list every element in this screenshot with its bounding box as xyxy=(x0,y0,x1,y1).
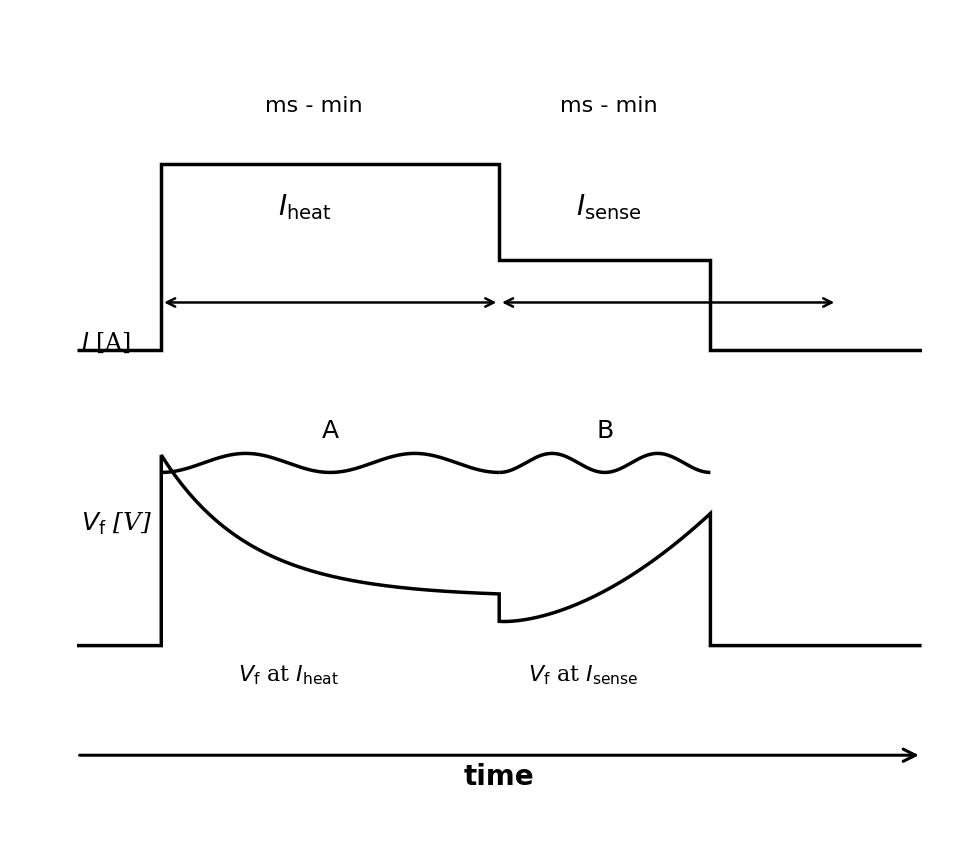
Text: $V_{\mathrm{f}}$ [V]: $V_{\mathrm{f}}$ [V] xyxy=(81,511,153,537)
Text: $I_{\mathrm{sense}}$: $I_{\mathrm{sense}}$ xyxy=(576,192,642,221)
Text: $I_{\mathrm{heat}}$: $I_{\mathrm{heat}}$ xyxy=(278,192,331,221)
Text: time: time xyxy=(464,763,535,791)
Text: $I$ [A]: $I$ [A] xyxy=(81,331,131,355)
Text: B: B xyxy=(596,419,613,443)
Text: $V_{\mathrm{f}}$ at $I_{\mathrm{heat}}$: $V_{\mathrm{f}}$ at $I_{\mathrm{heat}}$ xyxy=(237,663,339,686)
Text: ms - min: ms - min xyxy=(265,96,362,116)
Text: ms - min: ms - min xyxy=(561,96,658,116)
Text: $V_{\mathrm{f}}$ at $I_{\mathrm{sense}}$: $V_{\mathrm{f}}$ at $I_{\mathrm{sense}}$ xyxy=(528,663,639,686)
Text: A: A xyxy=(322,419,339,443)
